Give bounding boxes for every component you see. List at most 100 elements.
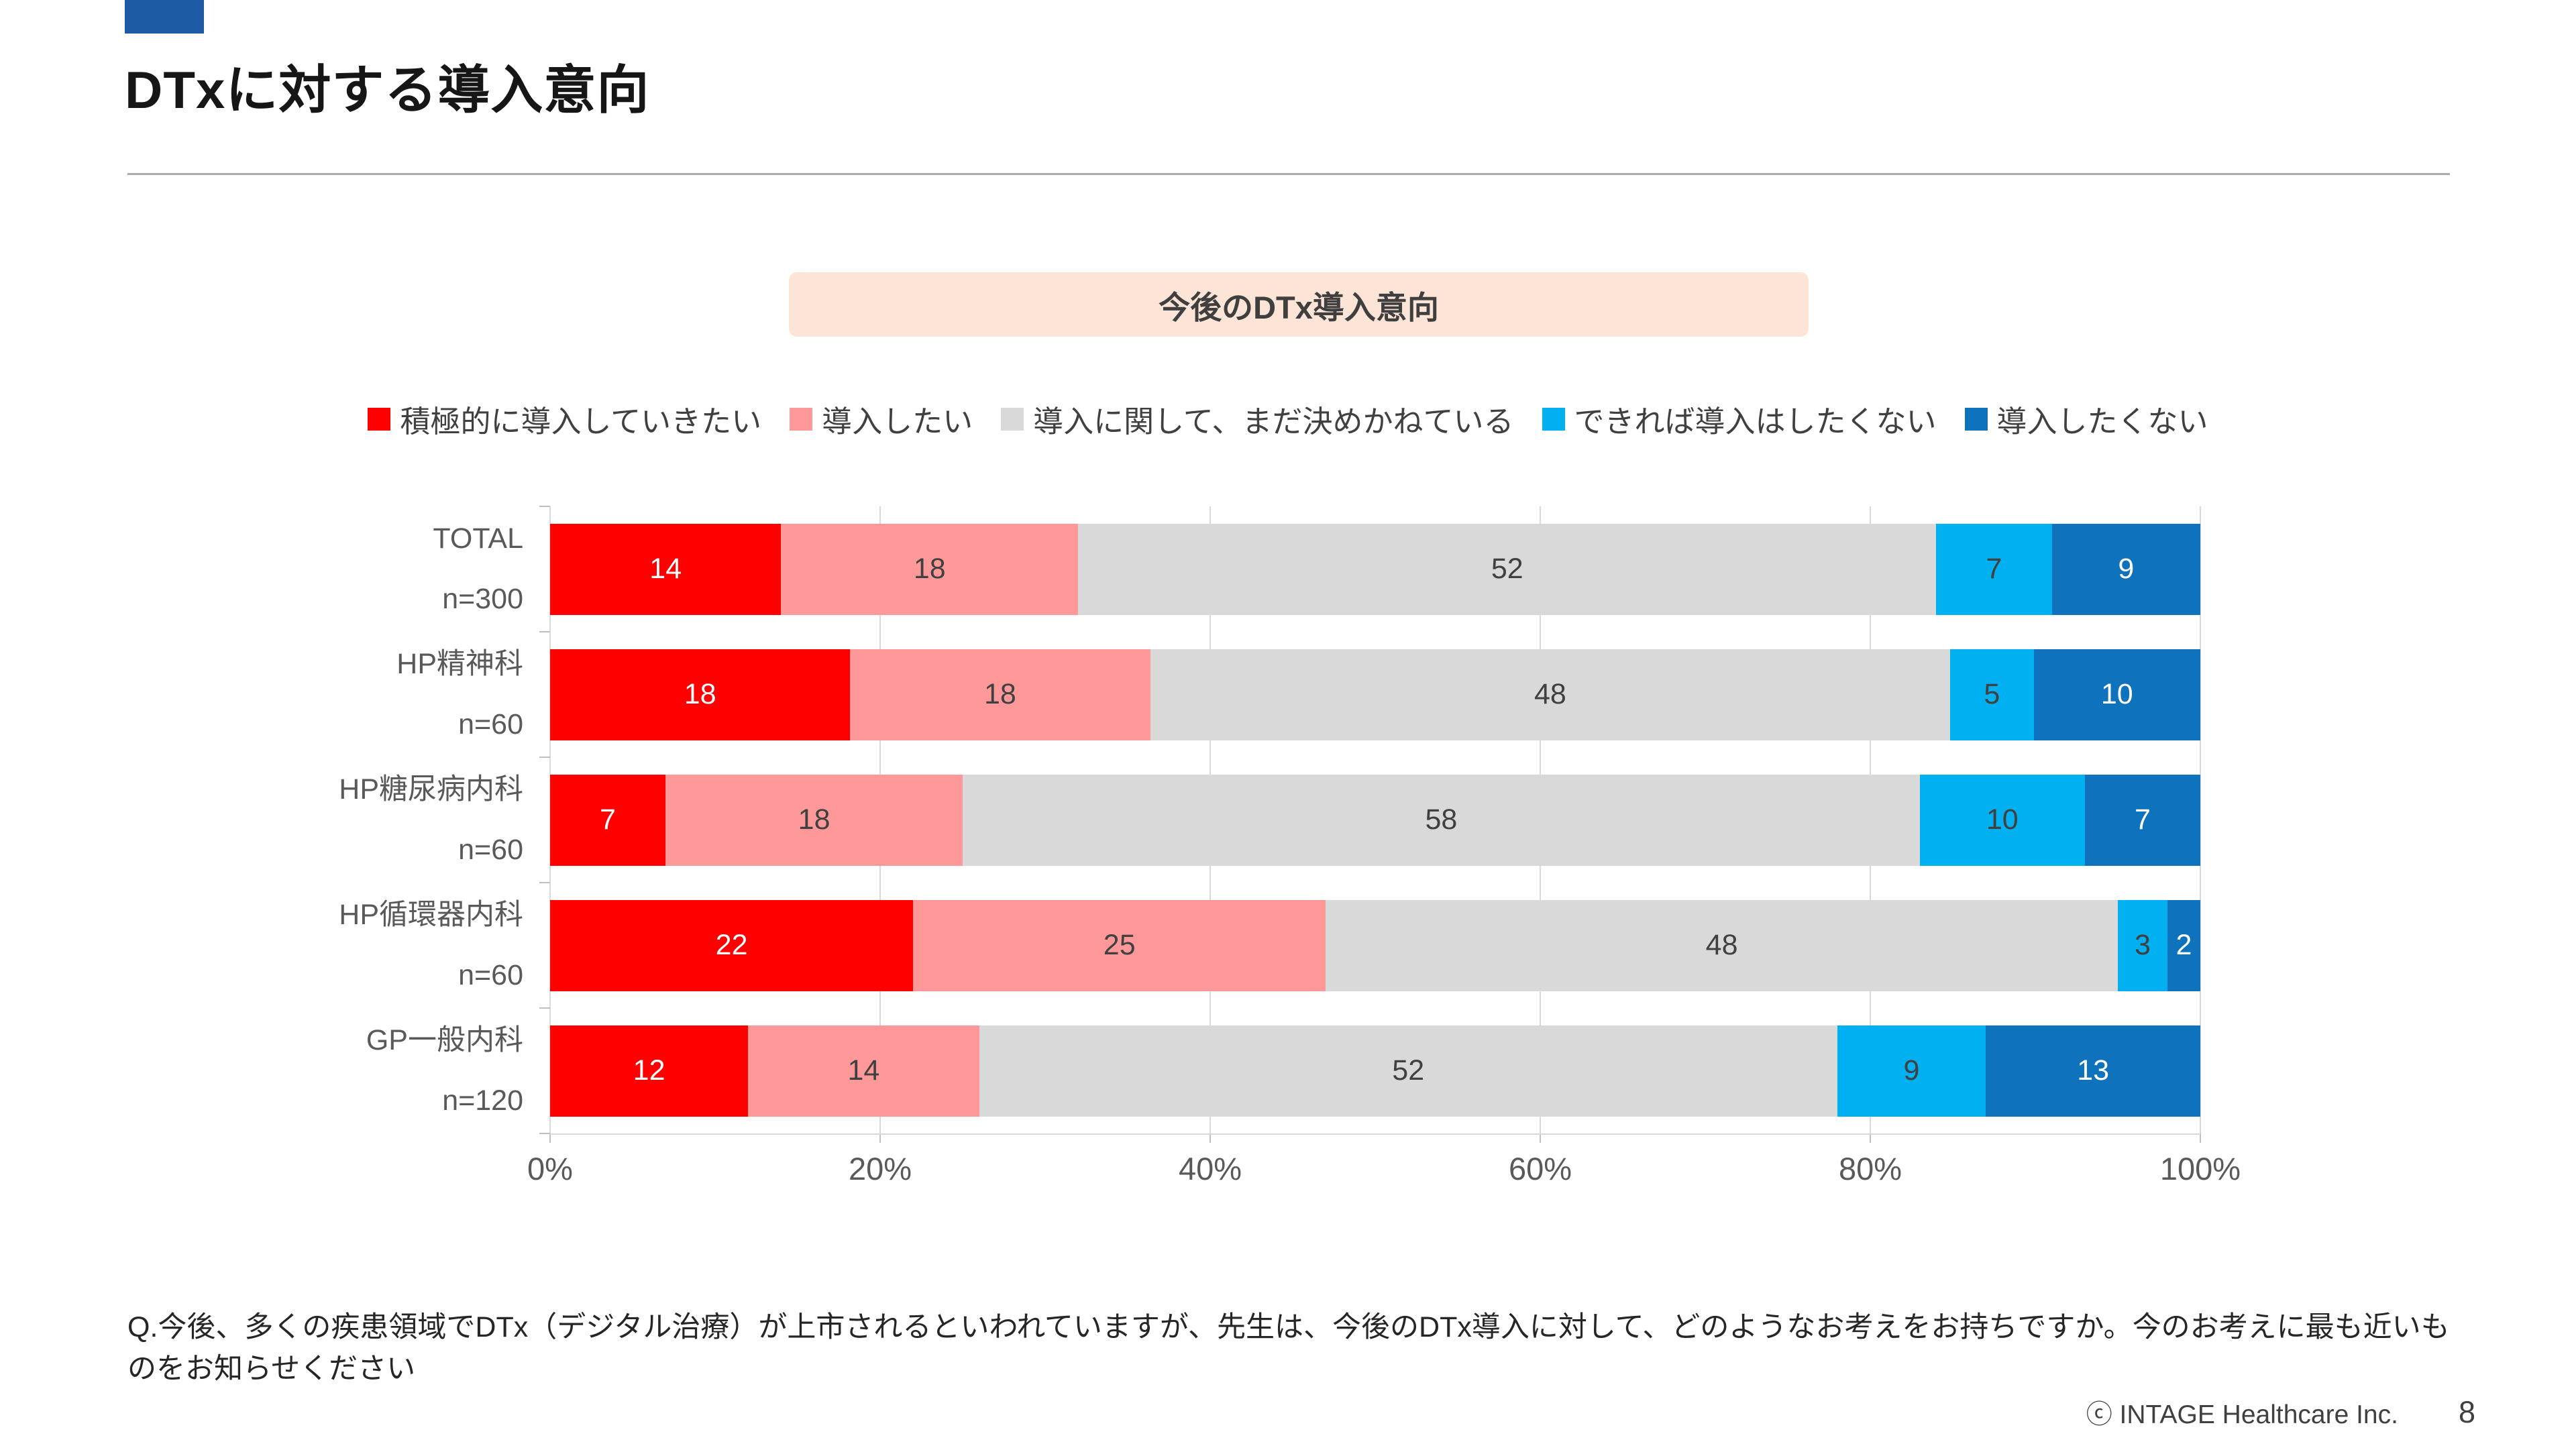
- y-tick-mark-0: [539, 506, 550, 507]
- x-tick-mark-60%: [1540, 1133, 1541, 1143]
- legend-swatch-2: [1001, 407, 1024, 431]
- bar-value-label: 7: [600, 803, 616, 836]
- bar-segment: 3: [2118, 899, 2167, 991]
- page-number: 8: [2458, 1395, 2475, 1429]
- bar-segment: 10: [1919, 774, 2085, 866]
- x-tick-mark-20%: [879, 1133, 881, 1143]
- category-labels: TOTAL n=300 HP精神科 n=60 HP糖尿病内科 n=60 HP循環器内科 n=6…: [161, 506, 523, 1133]
- bar-value-label: 14: [847, 1054, 880, 1087]
- x-tick-label-80%: 80%: [1838, 1151, 1902, 1186]
- x-tick-label-20%: 20%: [848, 1151, 912, 1186]
- legend-label-3: できれば導入はしたくない: [1574, 404, 1937, 439]
- y-tick-mark-4: [539, 1007, 550, 1009]
- category-name: HP循環器内科: [339, 899, 523, 932]
- bar-value-label: 7: [2134, 803, 2151, 836]
- bar-segment: 12: [550, 1025, 749, 1117]
- category-label-row-3: HP循環器内科 n=60: [161, 883, 523, 1008]
- accent-square: [125, 0, 204, 34]
- stacked-bar-TOTAL: 14 18 52 7 9: [550, 523, 2201, 615]
- chart-legend: 積極的に導入していきたい 導入したい 導入に関して、まだ決めかねている できれば導入は…: [0, 397, 2576, 441]
- legend-swatch-3: [1542, 407, 1565, 431]
- title-divider: [127, 173, 2450, 175]
- bar-rows: 14 18 52 7 9 18 18 48 5 10 7 18 58 10 7 22 25 48 3 2 12 14 52 9…: [550, 506, 2201, 1133]
- y-tick-mark-5: [539, 1133, 550, 1134]
- bar-value-label: 9: [2118, 553, 2135, 585]
- x-tick-label-40%: 40%: [1178, 1151, 1242, 1186]
- bar-segment: 52: [1078, 523, 1937, 615]
- stacked-bar-HP糖尿病内科: 7 18 58 10 7: [550, 774, 2200, 866]
- category-label-row-1: HP精神科 n=60: [161, 632, 523, 757]
- bar-segment: 13: [1986, 1025, 2201, 1117]
- bar-value-label: 7: [1986, 553, 2002, 585]
- legend-item-1: 導入したい: [790, 397, 973, 441]
- legend-swatch-1: [790, 407, 813, 431]
- bar-segment: 7: [550, 774, 666, 866]
- stacked-bar-HP精神科: 18 18 48 5 10: [550, 649, 2200, 740]
- bar-value-label: 48: [1534, 678, 1566, 710]
- footer: ⓒ INTAGE Healthcare Inc. 8: [2046, 1394, 2475, 1431]
- stacked-bar-HP循環器内科: 22 25 48 3 2: [550, 899, 2200, 991]
- bar-value-label: 18: [913, 553, 946, 585]
- bar-value-label: 52: [1491, 553, 1523, 585]
- bar-segment: 58: [963, 774, 1920, 866]
- legend-item-2: 導入に関して、まだ決めかねている: [1001, 397, 1514, 441]
- chart-row-HP循環器内科: 22 25 48 3 2: [550, 883, 2200, 1008]
- bar-segment: 25: [913, 899, 1326, 991]
- bar-segment: 18: [781, 523, 1079, 615]
- x-tick-mark-80%: [1870, 1133, 1871, 1143]
- bar-segment: 9: [2051, 523, 2201, 615]
- category-n: n=300: [442, 582, 523, 615]
- category-n: n=120: [442, 1084, 523, 1117]
- bar-segment: 10: [2033, 649, 2200, 740]
- bar-value-label: 2: [2176, 929, 2192, 961]
- x-tick-mark-40%: [1210, 1133, 1211, 1143]
- legend-label-4: 導入したくない: [1996, 404, 2208, 439]
- bar-segment: 9: [1837, 1025, 1986, 1117]
- question-text: Q.今後、多くの疾患領域でDTx（デジタル治療）が上市されるといわれていますが、…: [127, 1311, 2450, 1386]
- legend-swatch-4: [1964, 407, 1988, 431]
- legend-label-2: 導入に関して、まだ決めかねている: [1033, 404, 1514, 439]
- chart-title-badge: 今後のDTx導入意向: [789, 272, 1809, 337]
- bar-segment: 7: [1936, 523, 2052, 615]
- copyright-text: ⓒ INTAGE Healthcare Inc.: [2086, 1400, 2398, 1429]
- category-name: HP糖尿病内科: [339, 773, 523, 806]
- y-tick-mark-1: [539, 631, 550, 632]
- x-tick-label-60%: 60%: [1508, 1151, 1572, 1186]
- bar-segment: 18: [550, 649, 851, 740]
- bar-value-label: 14: [649, 553, 682, 585]
- category-name: TOTAL: [433, 522, 523, 555]
- bar-segment: 18: [665, 774, 963, 866]
- bar-value-label: 3: [2134, 929, 2151, 961]
- chart-row-GP一般内科: 12 14 52 9 13: [550, 1008, 2201, 1133]
- legend-swatch-0: [368, 407, 391, 431]
- category-n: n=60: [458, 708, 523, 740]
- y-tick-mark-2: [539, 757, 550, 758]
- category-label-row-0: TOTAL n=300: [161, 506, 523, 632]
- bar-value-label: 48: [1705, 929, 1738, 961]
- x-tick-mark-100%: [2200, 1133, 2201, 1143]
- legend-item-3: できれば導入はしたくない: [1542, 397, 1937, 441]
- bar-value-label: 5: [1984, 678, 2000, 710]
- chart-plot-area: 14 18 52 7 9 18 18 48 5 10 7 18 58 10 7 22 25 48 3 2 12 14 52 9…: [527, 506, 2241, 1186]
- x-tick-label-0%: 0%: [527, 1151, 573, 1186]
- category-name: HP精神科: [396, 648, 523, 681]
- x-tick-mark-0%: [549, 1133, 551, 1143]
- legend-label-1: 導入したい: [822, 404, 973, 439]
- bar-value-label: 18: [983, 678, 1016, 710]
- bar-segment: 48: [1150, 649, 1951, 740]
- stacked-bar-GP一般内科: 12 14 52 9 13: [550, 1025, 2201, 1117]
- bar-value-label: 10: [2100, 678, 2133, 710]
- category-n: n=60: [458, 958, 523, 991]
- y-tick-mark-3: [539, 882, 550, 883]
- chart-row-TOTAL: 14 18 52 7 9: [550, 506, 2201, 632]
- bar-segment: 5: [1950, 649, 2034, 740]
- x-axis-line: [550, 1133, 2200, 1135]
- category-label-row-2: HP糖尿病内科 n=60: [161, 757, 523, 883]
- bar-segment: 14: [550, 523, 782, 615]
- chart-row-HP糖尿病内科: 7 18 58 10 7: [550, 757, 2200, 883]
- x-axis-labels: 0% 20% 40% 60% 80% 100%: [527, 1150, 2241, 1204]
- bar-value-label: 52: [1392, 1054, 1425, 1087]
- chart-row-HP精神科: 18 18 48 5 10: [550, 632, 2200, 757]
- bar-segment: 2: [2167, 899, 2200, 991]
